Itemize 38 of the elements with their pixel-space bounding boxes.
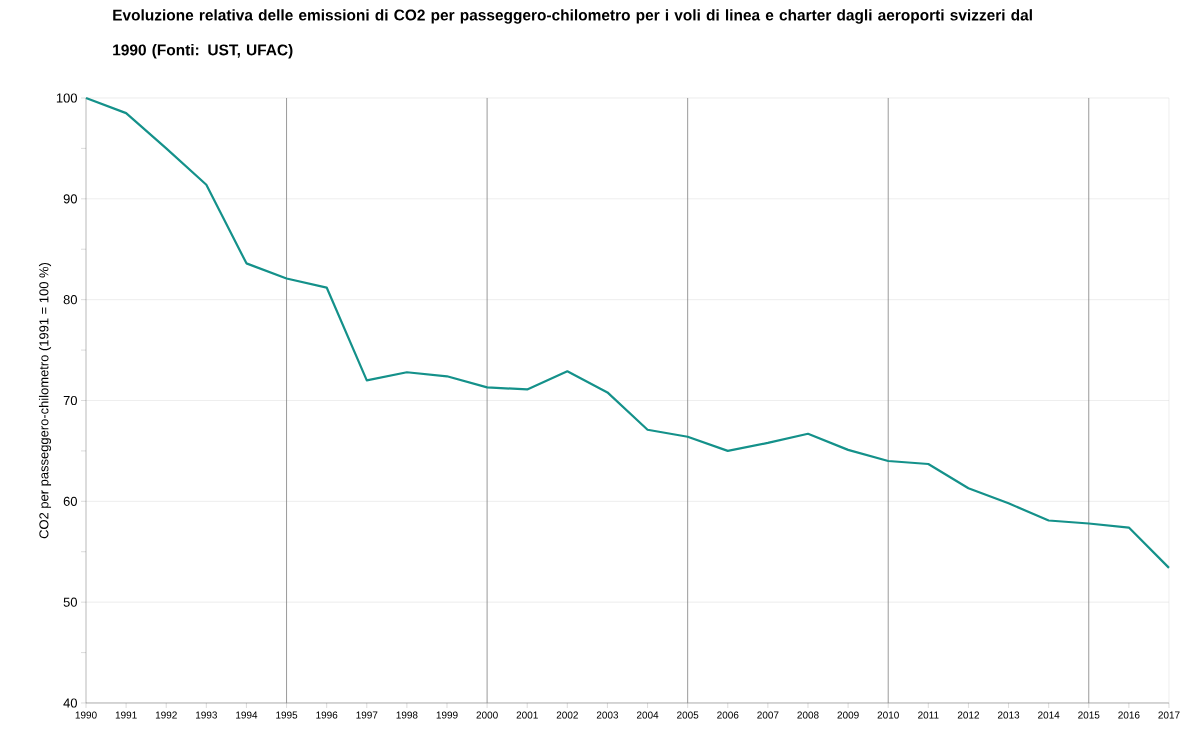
x-tick-label: 1990 — [75, 711, 97, 719]
x-tick-label: 1998 — [396, 711, 418, 719]
x-tick-label: 2012 — [957, 711, 980, 719]
x-tick-label: 2007 — [757, 711, 779, 719]
y-tick-label: 80 — [63, 295, 77, 305]
x-tick-label: 2006 — [717, 711, 739, 719]
x-tick-label: 2016 — [1118, 711, 1140, 719]
x-tick-label: 2014 — [1038, 711, 1060, 719]
y-tick-label: 100 — [56, 93, 77, 103]
x-tick-label: 1996 — [316, 711, 338, 719]
y-tick-label: 90 — [63, 194, 77, 204]
x-tick-label: 2010 — [877, 711, 899, 719]
x-tick-label: 2017 — [1158, 711, 1180, 719]
x-tick-label: 2011 — [918, 711, 939, 719]
x-tick-label: 1993 — [196, 711, 217, 719]
x-tick-label: 2009 — [837, 711, 859, 719]
y-tick-label: 40 — [63, 698, 77, 708]
x-tick-label: 1991 — [115, 711, 137, 719]
x-tick-label: 1992 — [155, 711, 177, 719]
x-tick-label: 1995 — [276, 711, 298, 719]
y-axis-title: CO2 per passeggero-chilometro (1991 = 100 %) — [38, 262, 52, 539]
x-tick-label: 2015 — [1078, 711, 1100, 719]
x-tick-label: 2004 — [636, 711, 659, 719]
y-tick-label: 50 — [63, 597, 77, 607]
line-series — [84, 96, 1171, 569]
x-tick-label: 2001 — [516, 711, 538, 719]
x-tick-label: 2005 — [677, 711, 699, 719]
x-tick-label: 2013 — [997, 711, 1020, 719]
x-tick-label: 1994 — [236, 711, 258, 719]
x-tick-label: 2002 — [556, 711, 578, 719]
chart-title: Evoluzione relativa delle emissioni di CO2 per passeggero-chilometro per i voli di linea e charter dagli aeroporti svizzeri dal 1990 (Fonti: UST, UFAC) — [113, 9, 1032, 59]
y-tick-label: 70 — [63, 395, 77, 406]
x-tick-label: 1999 — [436, 711, 458, 719]
y-tick-label: 60 — [63, 496, 77, 506]
x-tick-label: 1997 — [356, 711, 378, 719]
x-tick-label: 2003 — [596, 711, 619, 719]
x-tick-label: 2000 — [476, 711, 498, 719]
x-tick-label: 2008 — [797, 711, 819, 719]
